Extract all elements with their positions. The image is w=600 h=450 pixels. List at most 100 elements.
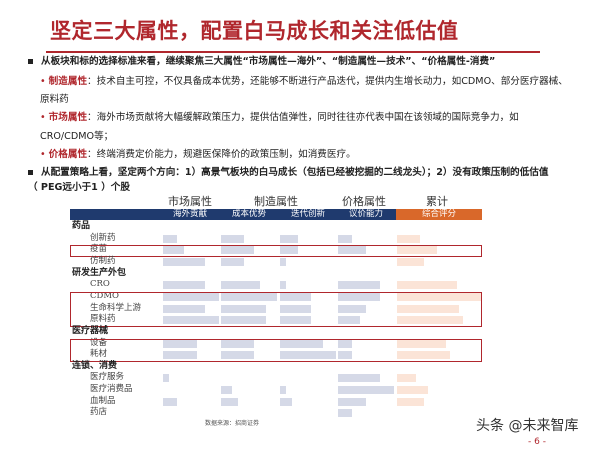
- rating-bar: [221, 257, 244, 266]
- rating-bar: [162, 374, 170, 383]
- dot-bullet-icon: •: [40, 76, 46, 87]
- group-header-manufacturing: 制造属性: [254, 195, 298, 208]
- group-header-price: 价格属性: [342, 195, 386, 208]
- section-label: 药品: [72, 221, 91, 231]
- row-label: CRO: [90, 279, 110, 290]
- rating-bar: [280, 281, 286, 290]
- rating-bar: [221, 246, 254, 255]
- rating-bar: [162, 351, 198, 360]
- rating-bar: [221, 234, 244, 243]
- rating-bar: [221, 397, 239, 406]
- rating-bar: [338, 292, 381, 301]
- rating-bar: [162, 246, 184, 255]
- row-label: 医疗服务: [90, 372, 125, 383]
- bullet-text: ：终端消费定价能力，规避医保降价的政策压制，如消费医疗。: [87, 149, 356, 160]
- column-header: 综合评分: [421, 209, 456, 219]
- rating-bar: [338, 409, 353, 418]
- rating-bar: [338, 339, 353, 348]
- row-label: 创新药: [90, 232, 116, 243]
- slide-title: 坚定三大属性，配置白马成长和关注低估值: [50, 19, 459, 43]
- highlight-box: [70, 338, 482, 362]
- rating-bar: [280, 386, 286, 395]
- score-bar: [396, 397, 424, 406]
- bullet-text: 从板块和标的选择标准来看，继续聚焦三大属性“市场属性—海外”、“制造属性—技术”…: [41, 56, 496, 67]
- score-bar: [396, 374, 417, 383]
- bullet-1: 从板块和标的选择标准来看，继续聚焦三大属性“市场属性—海外”、“制造属性—技术”…: [28, 56, 495, 68]
- bullet-2-cont: 原料药: [40, 94, 69, 105]
- group-header-market: 市场属性: [168, 195, 212, 208]
- rating-bar: [338, 351, 353, 360]
- row-label: 疫苗: [90, 244, 108, 255]
- column-header: 海外贡献: [172, 209, 207, 219]
- bullet-label: 价格属性: [48, 149, 88, 160]
- title-underline: [46, 51, 540, 53]
- rating-bar: [338, 281, 381, 290]
- watermark: 头条 @未来智库: [476, 418, 579, 434]
- score-bar: [396, 234, 420, 243]
- score-header-bar: [396, 209, 482, 220]
- rating-bar: [221, 292, 278, 301]
- highlight-box: [70, 245, 482, 257]
- rating-bar: [280, 304, 311, 313]
- row-label: 仿制药: [90, 255, 116, 266]
- bullet-label: 制造属性: [48, 76, 88, 87]
- score-bar: [396, 257, 424, 266]
- rating-bar: [280, 316, 311, 325]
- score-bar: [396, 316, 463, 325]
- row-label: 原料药: [90, 314, 116, 325]
- rating-bar: [338, 234, 353, 243]
- rating-bar: [162, 292, 219, 301]
- rating-bar: [162, 281, 205, 290]
- rating-bar: [338, 246, 367, 255]
- column-header: 议价能力: [348, 209, 383, 219]
- rating-bar: [280, 292, 311, 301]
- rating-bar: [221, 316, 267, 325]
- rating-bar: [221, 351, 254, 360]
- rating-bar: [162, 304, 205, 313]
- rating-bar: [338, 397, 367, 406]
- data-source: 数据来源：招商证券: [205, 420, 260, 427]
- bullet-5: 从配置策略上看，坚定两个方向：1）高景气板块的白马成长（包括已经被挖掘的二线龙头…: [28, 167, 548, 179]
- bullet-3: • 市场属性：海外市场贡献将大幅缓解政策压力，提供估值弹性，同时往往亦代表中国在该…: [40, 112, 519, 124]
- row-label: CDMO: [90, 290, 119, 301]
- bullet-4: • 价格属性：终端消费定价能力，规避医保降价的政策压制，如消费医疗。: [40, 149, 356, 161]
- rating-bar: [338, 386, 395, 395]
- square-bullet-icon: [28, 169, 33, 175]
- row-label: 药店: [90, 407, 108, 418]
- rating-bar: [162, 339, 198, 348]
- column-header: 迭代创新: [290, 209, 325, 219]
- rating-bar: [162, 257, 205, 266]
- rating-bar: [221, 386, 233, 395]
- square-bullet-icon: [28, 58, 33, 64]
- section-label: 医疗器械: [72, 325, 109, 336]
- column-header: 成本优势: [231, 209, 266, 219]
- page-number: - 6 -: [528, 437, 546, 447]
- rating-bar: [280, 257, 286, 266]
- score-bar: [396, 339, 446, 348]
- group-header-total: 累计: [426, 195, 448, 208]
- rating-bar: [280, 397, 293, 406]
- bullet-5-cont: （ PEG远小于1 ）个股: [28, 182, 130, 193]
- bullet-3-cont: CRO/CDMO等；: [40, 131, 114, 142]
- bullet-2: • 制造属性：技术自主可控，不仅具备成本优势，还能够不断进行产品迭代，提供内生增长…: [40, 76, 568, 88]
- score-bar: [396, 246, 437, 255]
- bullet-text: ：技术自主可控，不仅具备成本优势，还能够不断进行产品迭代，提供内生增长动力，如C…: [87, 76, 568, 87]
- rating-bar: [162, 234, 177, 243]
- rating-bar: [280, 234, 299, 243]
- column-header-bar: [70, 209, 396, 220]
- row-label: 血制品: [90, 395, 116, 406]
- rating-bar: [221, 339, 254, 348]
- row-label: 设备: [90, 337, 108, 348]
- rating-bar: [338, 304, 367, 313]
- highlight-box: [70, 291, 482, 327]
- dot-bullet-icon: •: [40, 149, 46, 160]
- score-bar: [396, 386, 429, 395]
- rating-bar: [338, 316, 360, 325]
- score-bar: [396, 281, 458, 290]
- rating-bar: [280, 351, 336, 360]
- bullet-text: 从配置策略上看，坚定两个方向：1）高景气板块的白马成长（包括已经被挖掘的二线龙头…: [41, 167, 549, 178]
- row-label: 医疗消费品: [90, 384, 133, 395]
- score-bar: [396, 292, 482, 301]
- section-label: 连锁、消费: [72, 360, 118, 371]
